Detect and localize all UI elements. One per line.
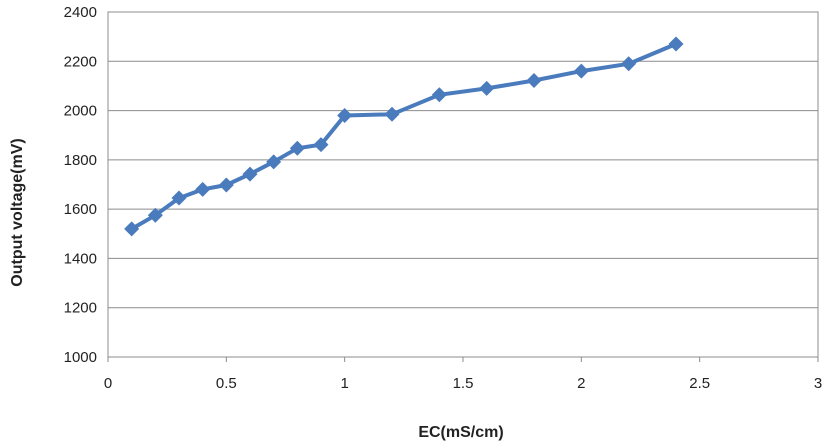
y-axis-title: Output voltage(mV): [9, 138, 26, 286]
y-tick-label: 1200: [64, 300, 97, 317]
x-axis-ticks: 0 0.5 1 1.5 2 2.5 3: [104, 357, 822, 392]
data-point-marker: [384, 106, 400, 122]
series-line: [129, 42, 678, 231]
y-tick-label: 1800: [64, 152, 97, 169]
series-group: [124, 36, 684, 237]
data-point-marker: [668, 36, 684, 52]
data-point-marker: [242, 166, 258, 182]
data-point-marker: [171, 190, 187, 206]
y-tick-label: 2400: [64, 4, 97, 21]
x-tick-label: 3: [814, 375, 822, 392]
y-tick-label: 1600: [64, 201, 97, 218]
data-point-marker: [147, 207, 163, 223]
y-tick-label: 2000: [64, 103, 97, 120]
data-point-marker: [313, 137, 329, 153]
data-point-marker: [266, 154, 282, 170]
x-axis-title: EC(mS/cm): [418, 424, 503, 441]
data-point-marker: [526, 73, 542, 89]
data-point-marker: [431, 87, 447, 103]
x-tick-label: 0.5: [216, 375, 237, 392]
x-tick-label: 2.5: [689, 375, 710, 392]
x-tick-label: 0: [104, 375, 112, 392]
x-tick-label: 1: [340, 375, 348, 392]
y-tick-label: 1400: [64, 250, 97, 267]
y-tick-label: 2200: [64, 53, 97, 70]
data-point-marker: [621, 56, 637, 72]
data-point-marker: [573, 63, 589, 79]
data-point-marker: [479, 80, 495, 96]
x-tick-label: 2: [577, 375, 585, 392]
data-point-marker: [337, 108, 353, 123]
gridlines: [108, 11, 818, 358]
data-point-marker: [289, 140, 305, 156]
data-point-marker: [218, 177, 234, 193]
x-tick-label: 1.5: [453, 375, 474, 392]
data-point-marker: [195, 181, 211, 197]
y-axis-ticks: 1000 1200 1400 1600 1800 2000 2200 2400: [64, 4, 97, 366]
axes: [107, 11, 819, 358]
plot-area-frame: [107, 11, 819, 358]
y-tick-label: 1000: [64, 349, 97, 366]
data-point-marker: [124, 221, 140, 237]
